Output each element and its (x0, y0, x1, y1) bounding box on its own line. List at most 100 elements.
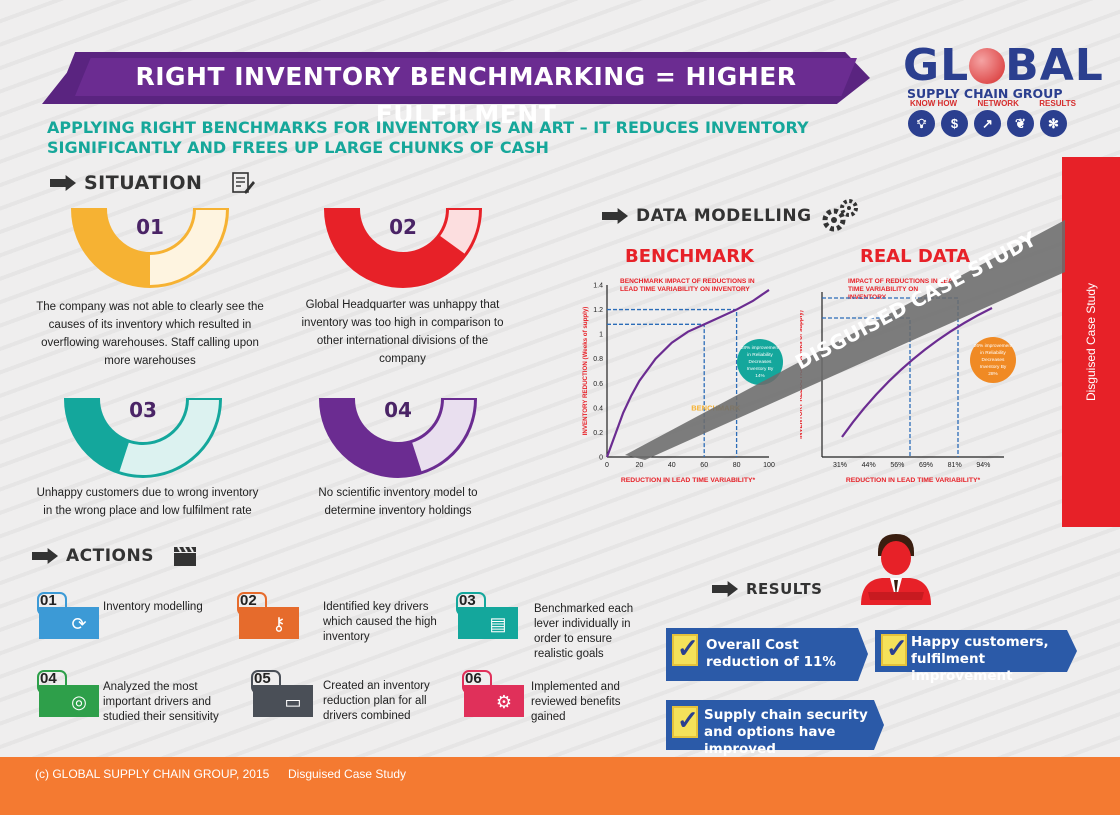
result-card-1: Overall Cost reduction of 11% (666, 628, 868, 681)
action-badge-02 (237, 592, 299, 639)
situation-gauge-02 (323, 208, 483, 288)
result-text-3: Supply chain security and options have i… (704, 707, 868, 757)
y-tick-label: 0 (599, 455, 603, 462)
situation-gauge-01 (70, 208, 230, 288)
situation-text-04: No scientific inventory model to determi… (318, 487, 478, 517)
situation-heading-text: SITUATION (84, 172, 203, 194)
action-badge-04 (37, 670, 99, 717)
logo-wordmark: GL BAL (903, 40, 1104, 91)
y-tick-label: 1.2 (593, 307, 603, 314)
y-tick-label: 0.8 (593, 356, 603, 363)
callout-text: 14% (755, 373, 765, 379)
x-tick-label: 44% (862, 462, 876, 469)
logo-word-start: GL (903, 40, 970, 91)
logo-tags: KNOW HOW NETWORK RESULTS (910, 99, 1076, 108)
side-panel (1062, 157, 1120, 527)
leaf-icon: ❦ (1007, 110, 1034, 137)
x-tick-label: 69% (919, 462, 933, 469)
checkmark-icon (672, 705, 699, 738)
x-tick-label: 60 (700, 462, 708, 469)
action-badge-03 (456, 592, 518, 639)
logo-tag: RESULTS (1039, 99, 1076, 108)
y-tick-label: 0.4 (593, 405, 603, 412)
action-badge-01 (37, 592, 99, 639)
benchmark-series-line (605, 289, 770, 458)
title-banner-inner (75, 58, 857, 96)
actions-heading: ACTIONS (32, 545, 198, 567)
network-icon: ✻ (1040, 110, 1067, 137)
side-panel-label-wrap: Disguised Case Study (1062, 157, 1120, 527)
x-tick-label: 94% (976, 462, 990, 469)
result-card-bg (666, 628, 868, 681)
action-text-05: Created an inventory reduction plan for … (323, 680, 430, 722)
situation-number-03: 03 (129, 398, 157, 422)
watermark-text: DISGUISED CASE STUDY (791, 227, 1040, 375)
data-modelling-heading: DATA MODELLING (602, 198, 860, 234)
x-axis-label: REDUCTION IN LEAD TIME VARIABILITY* (621, 477, 756, 484)
logo-tag: KNOW HOW (910, 99, 958, 108)
gauge-remainder (150, 209, 226, 285)
gauge-outline (70, 208, 230, 288)
action-item-01: 01 ⟳ (37, 592, 99, 639)
action-item-05: 05 ▭ (251, 670, 313, 717)
situation-text-01: The company was not able to clearly see … (36, 301, 264, 367)
action-text-06: Implemented and reviewed benefits gained (531, 681, 621, 723)
gauge-outline (323, 208, 483, 288)
action-item-03: 03 ▤ (456, 592, 518, 639)
y-tick-label: 1.4 (593, 283, 603, 290)
footer-copyright: (c) GLOBAL SUPPLY CHAIN GROUP, 2015 (35, 767, 270, 781)
arrow-icon (50, 175, 76, 191)
data-modelling-heading-text: DATA MODELLING (636, 206, 812, 226)
callout-text: Decreases (749, 359, 773, 365)
chat-icon: ▭ (284, 691, 302, 712)
x-tick-label: 31% (833, 462, 847, 469)
result-card-3: Supply chain security and options have i… (666, 700, 884, 757)
side-panel-label: Disguised Case Study (1084, 282, 1098, 402)
situation-number-02: 02 (389, 215, 417, 239)
gauge-remainder (412, 399, 474, 472)
x-tick-label: 80 (733, 462, 741, 469)
growth-chart-icon: ↗ (974, 110, 1001, 137)
result-card-bg (666, 700, 884, 750)
gears-icon: ⚙ (495, 691, 513, 712)
callout-text: in Reliability (747, 352, 773, 358)
footer-bar (0, 757, 1120, 815)
document-icon: ▤ (489, 613, 507, 634)
dollar-icon: $ (941, 110, 968, 137)
gauge-outline (318, 398, 478, 478)
callout-text: 28% improvement (741, 345, 780, 351)
logo-icons: 💡︎ $ ↗ ❦ ✻ (908, 110, 1067, 137)
situation-text-03: Unhappy customers due to wrong inventory… (36, 487, 259, 517)
real-data-series-line (841, 307, 993, 438)
callout-bubble (970, 337, 1016, 383)
refresh-icon: ⟳ (71, 613, 87, 634)
page-subtitle: APPLYING RIGHT BENCHMARKS FOR INVENTORY … (47, 118, 809, 157)
x-tick-label: 81% (948, 462, 962, 469)
x-tick-label: 40 (668, 462, 676, 469)
key-icon: ⚷ (272, 613, 286, 634)
checkmark-icon (672, 633, 699, 666)
result-card-2: Happy customers, fulfilment improvement (875, 630, 1077, 684)
action-text-01: Inventory modelling (103, 601, 203, 613)
x-tick-label: 100 (763, 462, 775, 469)
y-tick-label: 0.6 (593, 381, 603, 388)
situation-heading: SITUATION (50, 170, 256, 196)
callout-text: Inventory By (747, 366, 774, 372)
chart-subtitle: BENCHMARK IMPACT OF REDUCTIONS IN (620, 278, 755, 285)
action-number-04: 04 (40, 670, 57, 687)
action-number-05: 05 (254, 670, 271, 687)
arrow-icon (712, 581, 738, 597)
lightbulb-icon: 💡︎ (908, 110, 935, 137)
callout-text: Decreases (982, 357, 1006, 363)
logo-subtitle: SUPPLY CHAIN GROUP (907, 86, 1063, 101)
action-number-03: 03 (459, 592, 476, 609)
callout-text: Inventory By (980, 364, 1007, 370)
chart-subtitle: LEAD TIME VARIABILITY ON INVENTORY (620, 286, 750, 293)
result-card-bg (875, 630, 1077, 672)
watermark-band: DISGUISED CASE STUDY (625, 220, 1065, 460)
chart-subtitle: IMPACT OF REDUCTIONS IN LEAD (848, 278, 958, 285)
action-text-04: Analyzed the most important drivers and … (103, 681, 219, 723)
action-text-03: Benchmarked each lever individually in o… (534, 603, 634, 660)
gauge-remainder (440, 209, 479, 254)
